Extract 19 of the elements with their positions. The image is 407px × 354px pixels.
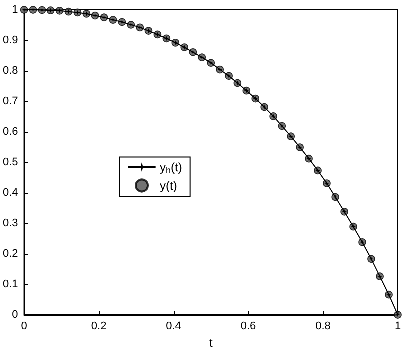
y-tick-label: 0.2 — [2, 248, 18, 260]
legend-label: y(t) — [160, 178, 178, 193]
y-tick-label: 0.3 — [2, 218, 18, 230]
y-tick-label: 0 — [12, 309, 18, 321]
y-tick-label: 0.8 — [2, 65, 18, 77]
y-tick-label: 1 — [12, 4, 18, 16]
x-tick-label: 0.8 — [316, 320, 331, 332]
y-tick-label: 0.1 — [2, 278, 18, 290]
y-tick-label: 0.5 — [2, 156, 18, 168]
y-tick-label: 0.9 — [2, 34, 18, 46]
y-tick-label: 0.6 — [2, 126, 18, 138]
x-tick-label: 0 — [21, 320, 28, 332]
x-axis-title: t — [209, 336, 214, 350]
y-tick-label: 0.4 — [2, 187, 18, 199]
x-tick-label: 0.2 — [91, 320, 107, 332]
x-tick-label: 0.4 — [166, 320, 182, 332]
x-tick-label: 0.6 — [240, 320, 256, 332]
x-tick-label: 1 — [394, 320, 402, 332]
y-tick-label: 0.7 — [2, 96, 18, 108]
